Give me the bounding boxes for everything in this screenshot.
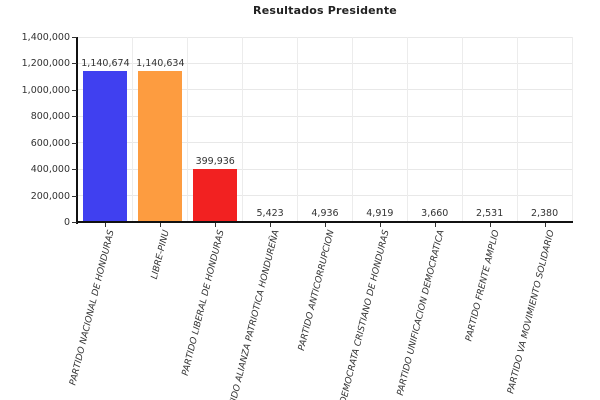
y-gridline: [78, 195, 572, 197]
y-gridline: [78, 62, 572, 64]
y-axis-tick-label: 1,200,000: [21, 58, 70, 70]
x-axis-label: PARTIDO NACIONAL DE HONDURAS: [68, 229, 118, 387]
plot-area: 1,140,674 1,140,634 399,936 5,423 4,936 4,919…: [78, 36, 573, 222]
y-axis-tick: [72, 37, 77, 38]
x-axis-tick: [544, 223, 546, 227]
y-axis-tick-label: 200,000: [30, 190, 70, 202]
y-axis-tick-label: 0: [63, 217, 70, 228]
x-axis-tick: [270, 223, 272, 227]
y-axis-tick: [72, 142, 77, 144]
y-axis-tick: [72, 89, 77, 91]
y-axis-tick: [72, 222, 77, 223]
y-gridline: [78, 115, 572, 117]
y-axis-tick: [72, 116, 77, 118]
x-axis-label: PARTIDO FRENTE AMPLIO: [463, 229, 502, 343]
y-axis-tick-label: 600,000: [30, 137, 70, 149]
bar-value-label: 5,423: [256, 208, 284, 219]
y-gridline: [78, 36, 572, 38]
bar-value-label: 2,380: [530, 208, 559, 219]
y-axis-tick-label: 800,000: [30, 111, 70, 123]
x-axis-tick: [105, 223, 107, 227]
x-gridline: [461, 37, 463, 222]
bar-value-label: 1,140,674: [81, 58, 130, 69]
y-axis-tick-label: 400,000: [30, 164, 70, 176]
x-axis-label: PARTIDO LIBERAL DE HONDURAS: [180, 229, 227, 377]
x-axis-tick: [325, 223, 326, 227]
bar-value-label: 399,936: [195, 156, 235, 167]
bar-value-label: 3,660: [421, 208, 449, 219]
x-gridline: [571, 37, 573, 222]
x-axis-label: LIBRE-PINU: [150, 229, 173, 281]
x-gridline: [297, 37, 299, 222]
y-axis-tick-label: 1,000,000: [21, 84, 70, 96]
x-gridline: [406, 37, 408, 222]
x-axis-label: PARTIDO ALIANZA PATRIOTICA HONDUREÑA: [224, 229, 282, 400]
y-gridline: [78, 89, 572, 91]
bar-3: [193, 169, 238, 222]
x-gridline: [351, 37, 353, 222]
x-gridline: [187, 37, 189, 222]
bar-2: [138, 71, 183, 222]
x-axis-tick: [434, 223, 436, 227]
x-axis-label: PARTIDO UNIFICACION DEMOCRATICA: [395, 229, 447, 397]
bar-1: [83, 71, 128, 222]
y-axis-tick: [72, 63, 77, 65]
y-axis-tick: [72, 169, 77, 171]
y-gridline: [78, 168, 572, 170]
x-axis-label: DEMOCRATA CRISTIANO DE HONDURAS: [338, 229, 392, 400]
y-axis-tick: [72, 195, 77, 197]
bar-value-label: 2,531: [476, 208, 504, 219]
x-axis-tick: [215, 223, 217, 227]
x-gridline: [516, 37, 518, 222]
x-axis-label: PARTIDO VA MOVIMIENTO SOLIDARIO: [505, 229, 557, 395]
bar-value-label: 1,140,634: [136, 58, 185, 69]
x-axis-tick: [379, 223, 381, 227]
y-axis-line: [76, 37, 78, 224]
x-gridline: [132, 37, 134, 222]
bar-value-label: 4,936: [311, 208, 339, 219]
chart-title: Resultados Presidente: [253, 4, 397, 17]
bar-value-label: 4,919: [366, 208, 394, 219]
x-axis-tick: [160, 223, 162, 227]
x-axis-tick: [489, 223, 491, 227]
x-axis-line: [77, 221, 573, 223]
x-axis-label: PARTIDO ANTICORRUPCION: [296, 229, 337, 352]
y-axis-tick-label: 1,400,000: [21, 32, 70, 43]
x-gridline: [242, 37, 244, 222]
y-gridline: [78, 142, 572, 144]
